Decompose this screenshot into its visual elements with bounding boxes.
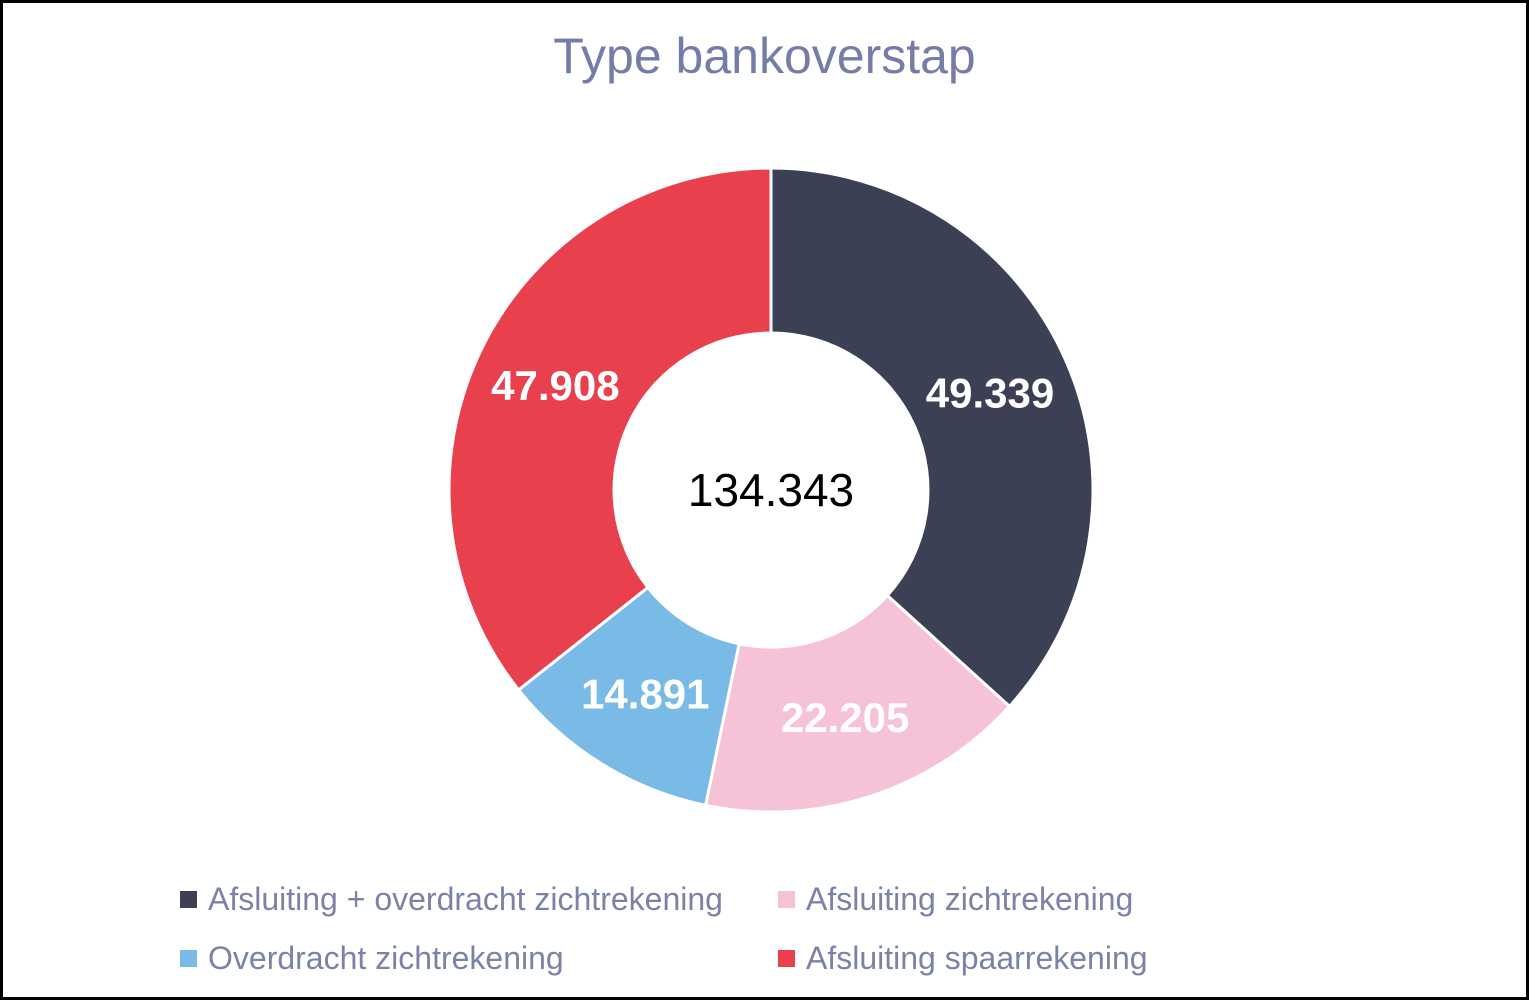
segment-data-label-1: 22.205: [781, 694, 909, 741]
legend-item-label: Afsluiting zichtrekening: [806, 881, 1134, 917]
donut-chart: 49.339 22.205 14.891 47.908 134.343: [447, 166, 1095, 814]
legend-item-label: Afsluiting spaarrekening: [806, 940, 1148, 976]
donut-segment-1: [704, 593, 1011, 814]
chart-legend: Afsluiting + overdracht zichtrekening Afs…: [180, 881, 1148, 977]
segment-data-label-0: 49.339: [926, 369, 1054, 416]
legend-swatch-icon: [180, 950, 197, 967]
segment-data-label-2: 14.891: [581, 670, 709, 717]
legend-item-0: Afsluiting + overdracht zichtrekening: [180, 881, 778, 918]
chart-title: Type bankoverstap: [553, 28, 976, 84]
legend-swatch-icon: [778, 950, 795, 967]
center-total-label: 134.343: [688, 464, 854, 516]
legend-item-2: Overdracht zichtrekening: [180, 940, 778, 977]
legend-item-1: Afsluiting zichtrekening: [778, 881, 1148, 918]
legend-swatch-icon: [180, 891, 197, 908]
legend-item-3: Afsluiting spaarrekening: [778, 940, 1148, 977]
legend-swatch-icon: [778, 891, 795, 908]
segment-data-label-3: 47.908: [491, 362, 619, 409]
donut-segment-0: [769, 166, 1095, 708]
legend-item-label: Afsluiting + overdracht zichtrekening: [208, 881, 723, 917]
donut-segment-3: [447, 166, 773, 692]
legend-item-label: Overdracht zichtrekening: [208, 940, 564, 976]
